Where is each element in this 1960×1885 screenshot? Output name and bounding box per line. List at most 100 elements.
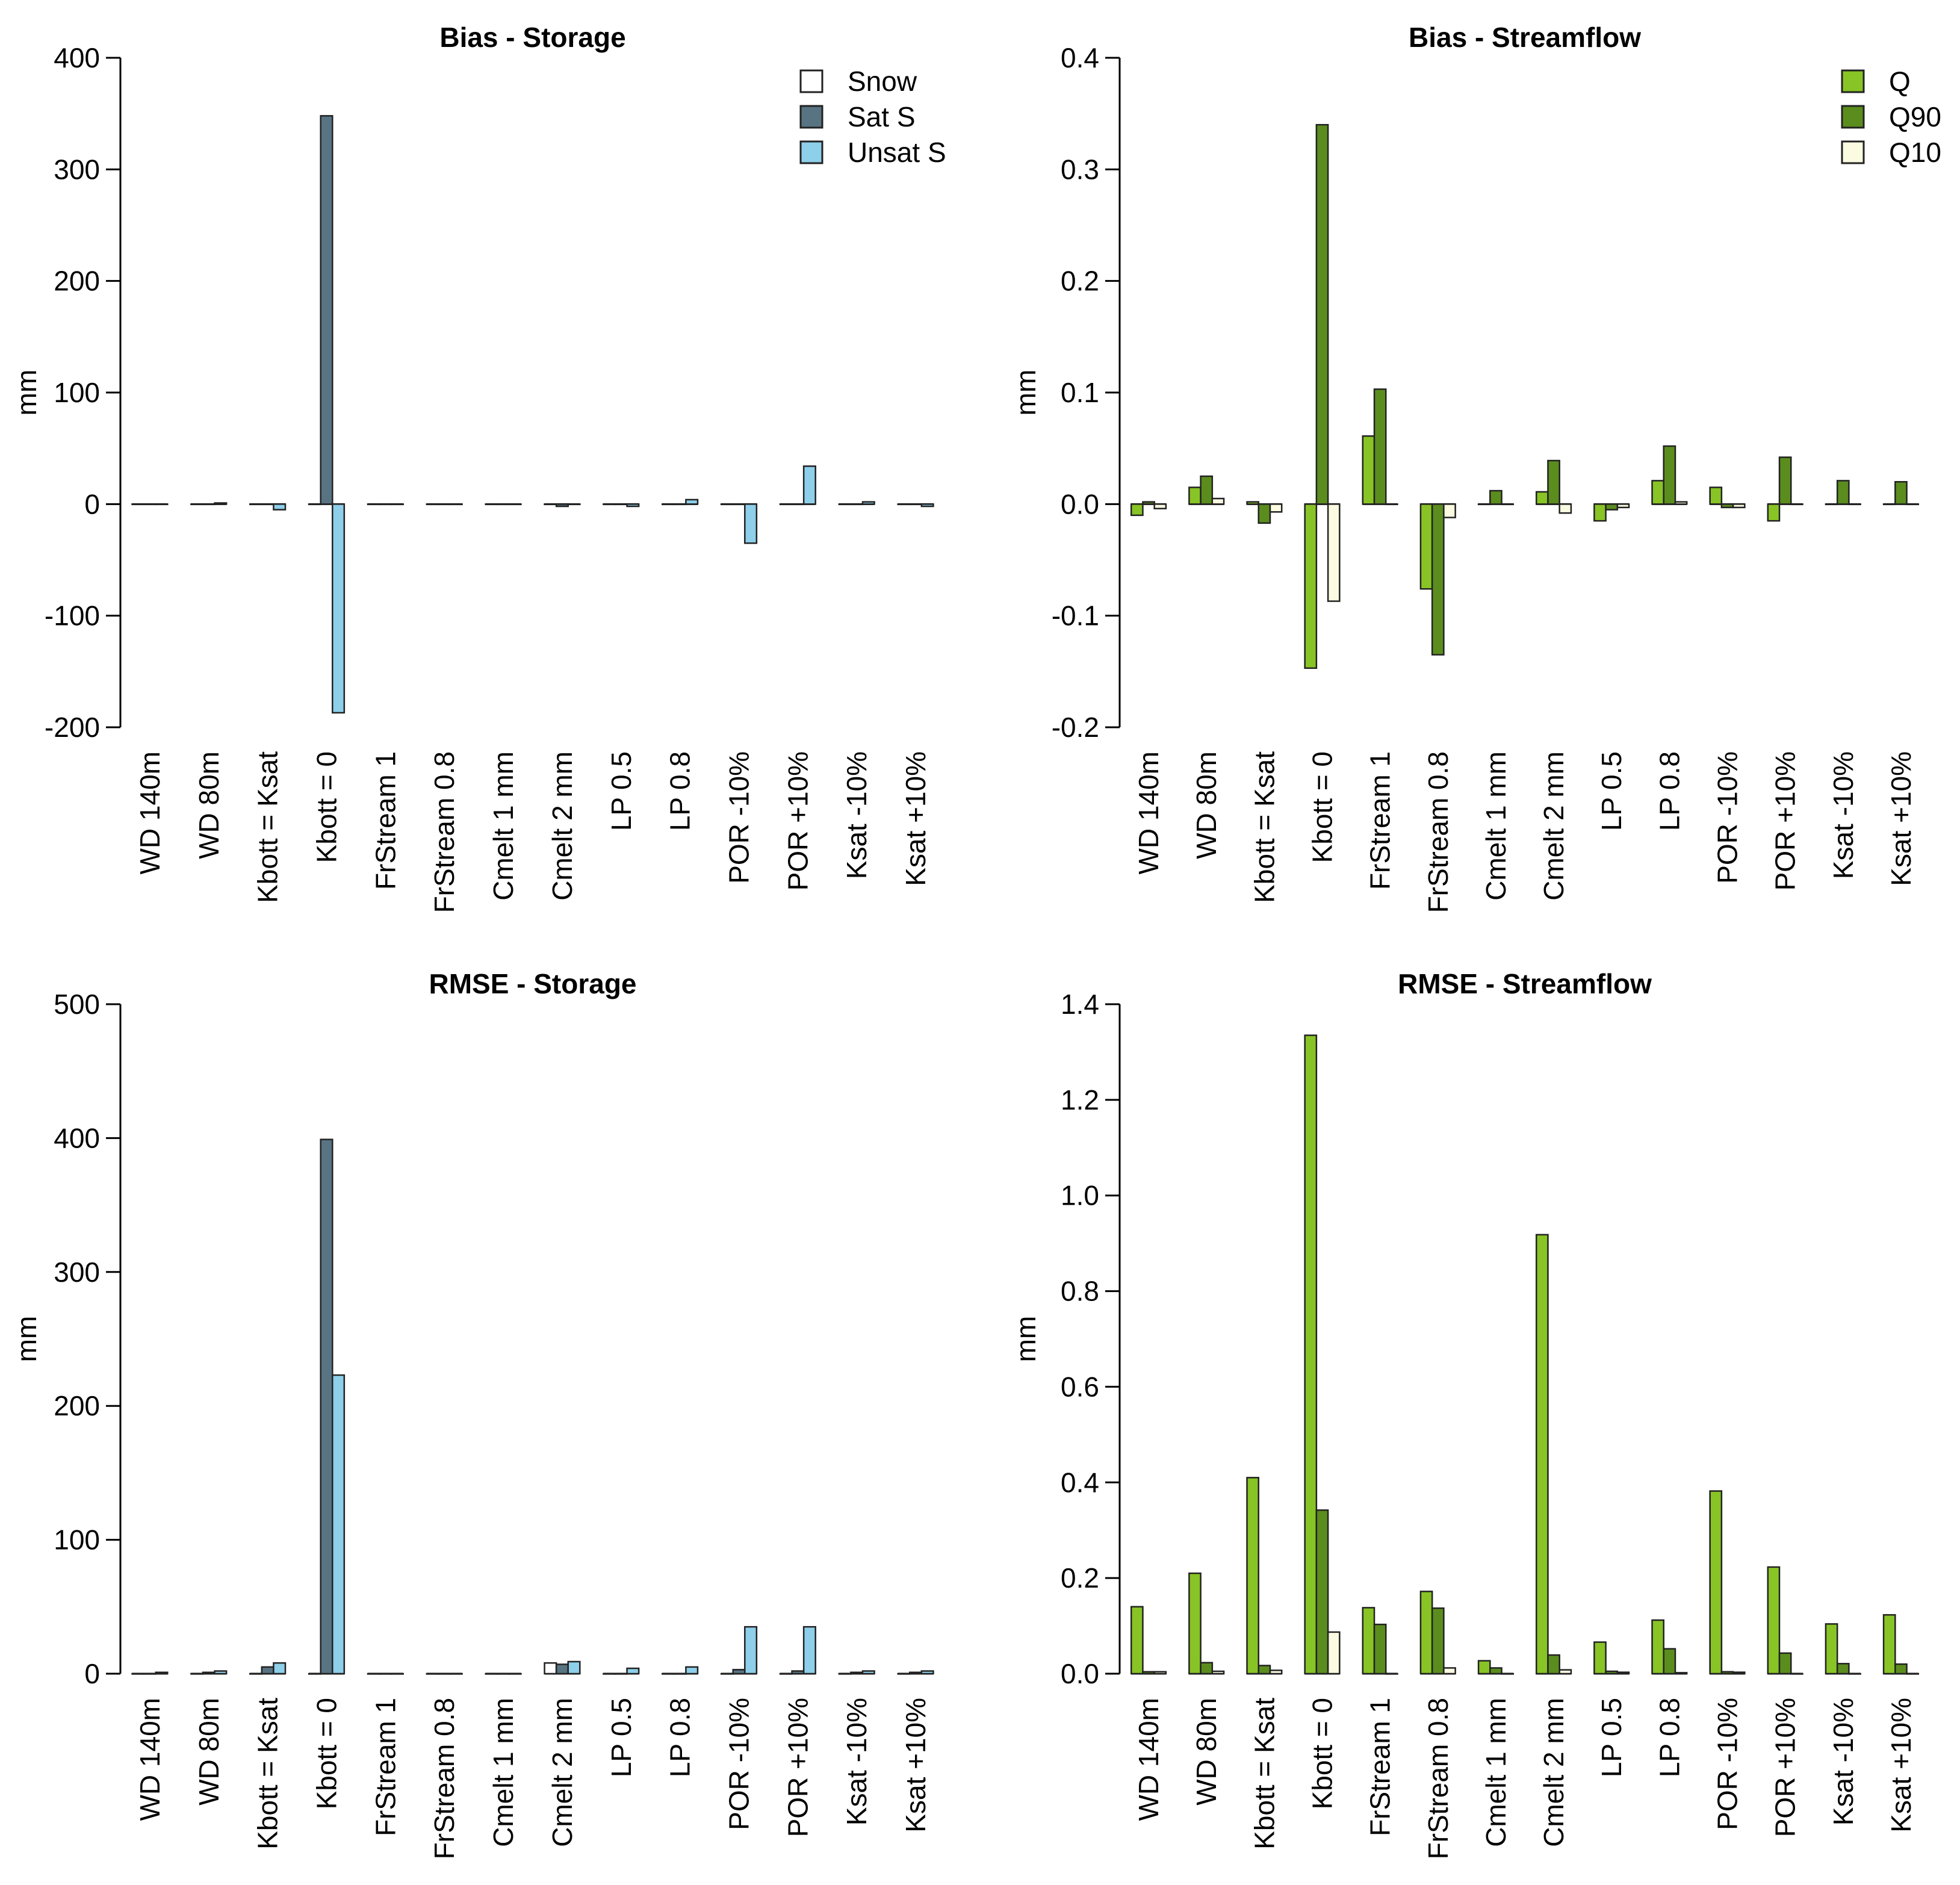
y-tick-label: -0.1 — [1052, 600, 1099, 632]
x-tick-label: POR -10% — [1712, 1698, 1743, 1830]
bar-sat-s-ksat-10 — [909, 1671, 923, 1675]
x-tick-label: FrStream 0.8 — [1422, 1698, 1454, 1859]
bar-unsat-s-ksat-10 — [920, 503, 934, 508]
x-tick-label: Kbott = Ksat — [1248, 1698, 1280, 1849]
bar-q-por-10 — [1767, 503, 1781, 522]
bar-q10-lp-0-5 — [1616, 1671, 1630, 1675]
bar-q10-wd-80m — [1211, 497, 1225, 505]
bar-unsat-s-lp-0-8 — [685, 498, 699, 505]
y-tick-label: 1.4 — [1061, 989, 1099, 1020]
y-tick-label: 300 — [54, 154, 100, 185]
bar-q90-por-10 — [1720, 503, 1734, 509]
x-tick-label: LP 0.8 — [665, 1698, 696, 1777]
bar-q-wd-80m — [1188, 1572, 1202, 1675]
bar-q10-cmelt-1-mm — [1501, 503, 1515, 506]
x-tick-label: FrStream 1 — [1365, 751, 1396, 890]
chart-title: Bias - Storage — [439, 22, 625, 53]
x-tick-label: POR +10% — [1770, 751, 1801, 890]
bar-q90-frstream-0-8 — [1431, 1607, 1445, 1675]
x-tick-label: FrStream 1 — [370, 751, 401, 890]
x-tick-label: POR -10% — [724, 751, 755, 884]
bar-q-ksat-10 — [1825, 503, 1838, 506]
y-tick-label: 0.2 — [1061, 1562, 1099, 1594]
bar-q10-lp-0-5 — [1616, 503, 1630, 509]
y-tick-label: 1.2 — [1061, 1084, 1099, 1116]
y-tick-label: 300 — [54, 1256, 100, 1288]
bar-snow-kbott-ksat — [249, 503, 263, 506]
x-tick-label: FrStream 1 — [1365, 1698, 1396, 1836]
bar-snow-lp-0-5 — [603, 503, 616, 506]
x-tick-label: Ksat +10% — [1885, 751, 1917, 886]
x-tick-label: LP 0.8 — [1654, 751, 1685, 831]
bar-unsat-s-ksat-10 — [861, 501, 875, 505]
bar-q-cmelt-1-mm — [1477, 503, 1491, 506]
legend-swatch-q — [1841, 69, 1865, 93]
y-tick-label: 100 — [54, 1524, 100, 1556]
legend-label-sat-s: Sat S — [848, 101, 916, 132]
bar-q10-wd-140m — [1153, 1671, 1167, 1675]
bar-unsat-s-cmelt-2-mm — [567, 503, 581, 506]
bar-unsat-s-lp-0-8 — [685, 1666, 699, 1675]
bar-q-por-10 — [1709, 1490, 1723, 1675]
bar-q10-frstream-0-8 — [1443, 1667, 1456, 1675]
bar-q10-kbott-ksat — [1269, 503, 1283, 513]
y-tick-label: -200 — [45, 712, 100, 743]
x-tick-label: Cmelt 1 mm — [488, 1698, 519, 1847]
bar-q90-por-10 — [1778, 456, 1792, 505]
legend-swatch-q90 — [1841, 105, 1865, 129]
bar-q90-frstream-0-8 — [1431, 503, 1445, 656]
bar-q10-cmelt-2-mm — [1558, 1669, 1572, 1675]
bar-q90-kbott-0 — [1315, 1509, 1329, 1675]
bar-q90-por-10 — [1778, 1652, 1792, 1675]
x-tick-label: Ksat +10% — [1885, 1698, 1917, 1833]
x-tick-label: LP 0.5 — [606, 1698, 637, 1777]
bar-unsat-s-kbott-0 — [332, 1374, 346, 1675]
y-tick-label: 0.8 — [1061, 1276, 1099, 1307]
y-tick-label: 0.0 — [1061, 488, 1099, 520]
y-axis-label: mm — [1010, 370, 1041, 416]
y-tick-label: 500 — [54, 989, 100, 1020]
x-tick-label: Kbott = 0 — [311, 1698, 343, 1809]
legend-label-unsat-s: Unsat S — [848, 137, 946, 168]
bar-q-kbott-ksat — [1246, 1477, 1259, 1675]
bar-q-frstream-0-8 — [1419, 503, 1433, 590]
legend-label-q: Q — [1889, 66, 1911, 97]
bar-unsat-s-wd-80m — [214, 1670, 228, 1675]
legend-swatch-sat-s — [799, 105, 823, 129]
bar-sat-s-frstream-0-8 — [438, 503, 451, 506]
bar-q-cmelt-1-mm — [1477, 1660, 1491, 1675]
y-tick-label: 1.0 — [1061, 1180, 1099, 1211]
y-tick-label: 400 — [54, 1122, 100, 1154]
bar-q-frstream-0-8 — [1419, 1591, 1433, 1675]
x-tick-label: LP 0.5 — [606, 751, 637, 831]
x-tick-label: Cmelt 2 mm — [1538, 1698, 1569, 1847]
bar-sat-s-cmelt-2-mm — [555, 503, 569, 508]
bar-sat-s-kbott-0 — [320, 115, 333, 505]
bar-unsat-s-wd-80m — [214, 502, 228, 505]
bar-snow-por-10 — [779, 503, 793, 506]
bar-unsat-s-frstream-0-8 — [449, 503, 463, 506]
bar-q90-kbott-ksat — [1258, 503, 1271, 524]
bar-q90-cmelt-2-mm — [1547, 1654, 1560, 1675]
bar-unsat-s-frstream-1 — [390, 503, 404, 506]
legend-label-q90: Q90 — [1889, 101, 1941, 132]
bar-q90-ksat-10 — [1836, 1663, 1850, 1675]
bar-q90-wd-140m — [1142, 1671, 1155, 1675]
bar-q90-ksat-10 — [1836, 480, 1850, 505]
x-tick-label: LP 0.5 — [1596, 751, 1627, 831]
bar-q-kbott-0 — [1304, 1034, 1318, 1675]
x-tick-label: POR +10% — [782, 1698, 813, 1837]
bar-q10-kbott-0 — [1327, 1631, 1341, 1675]
bar-q90-cmelt-1-mm — [1489, 489, 1503, 505]
bar-snow-ksat-10 — [897, 503, 911, 506]
y-tick-label: 0.3 — [1061, 154, 1099, 185]
bar-q-wd-140m — [1130, 503, 1144, 517]
bar-snow-frstream-0-8 — [426, 503, 439, 506]
bar-q10-ksat-10 — [1906, 503, 1920, 506]
x-tick-label: WD 80m — [193, 1698, 225, 1806]
y-tick-label: 0.1 — [1061, 377, 1099, 408]
x-tick-label: Ksat +10% — [900, 751, 931, 886]
bar-q-frstream-1 — [1362, 1607, 1375, 1675]
x-tick-label: POR +10% — [782, 751, 813, 890]
bar-sat-s-ksat-10 — [850, 503, 864, 506]
